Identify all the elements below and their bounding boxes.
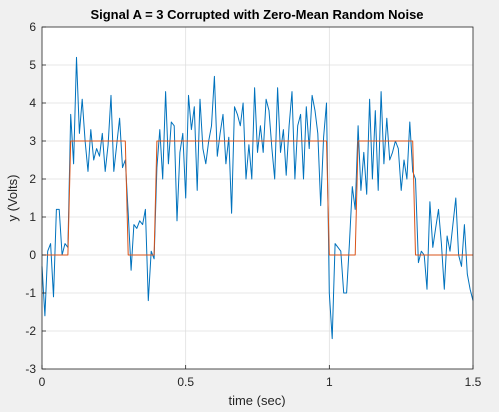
- data-series: [41, 56, 474, 340]
- y-tick-label: 2: [29, 172, 36, 186]
- axes-box: [41, 26, 474, 370]
- y-tick-label: -1: [25, 286, 36, 300]
- x-axis-label: time (sec): [228, 393, 285, 407]
- clean-signal-line: [42, 140, 473, 256]
- y-tick-label: -3: [25, 362, 36, 376]
- y-tick-label: 5: [29, 58, 36, 72]
- noisy-signal-line: [41, 56, 474, 340]
- y-tick-label: 4: [29, 96, 36, 110]
- axis-ticks: 0 0.5 1 1.5 -3 -2 -1 0 1 2 3 4 5 6: [25, 20, 481, 389]
- x-tick-label: 1: [326, 375, 333, 389]
- x-tick-label: 0.5: [177, 375, 194, 389]
- x-tick-label: 0: [39, 375, 46, 389]
- y-tick-label: 6: [29, 20, 36, 34]
- axes-background: [42, 27, 473, 369]
- x-tick-label: 1.5: [465, 375, 482, 389]
- y-axis-label: y (Volts): [5, 175, 20, 222]
- chart-title: Signal A = 3 Corrupted with Zero-Mean Ra…: [90, 7, 423, 22]
- y-tick-label: -2: [25, 324, 36, 338]
- y-tick-label: 0: [29, 248, 36, 262]
- y-tick-label: 3: [29, 134, 36, 148]
- y-tick-label: 1: [29, 210, 36, 224]
